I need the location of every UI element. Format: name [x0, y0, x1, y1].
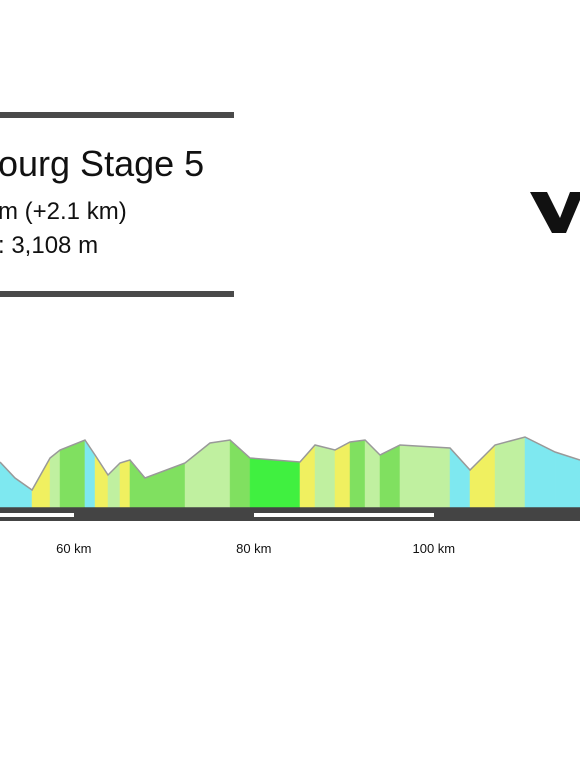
- stage-title: ourg Stage 5: [0, 143, 204, 184]
- profile-segment: [129, 459, 146, 508]
- axis-stripe: [254, 513, 434, 517]
- profile-segment: [349, 439, 366, 508]
- profile-segment: [494, 436, 526, 508]
- profile-segment: [0, 461, 16, 508]
- profile-segment: [364, 439, 381, 508]
- header-rule: [0, 112, 234, 118]
- x-tick-label: 100 km: [413, 541, 456, 556]
- profile-segment: [399, 444, 451, 508]
- profile-segment: [314, 444, 336, 508]
- profile-segment: [59, 439, 86, 508]
- profile-segment: [144, 462, 186, 508]
- profile-segment: [229, 439, 251, 508]
- profile-segment: [31, 457, 51, 508]
- profile-segment: [49, 449, 61, 508]
- x-tick-label: 60 km: [56, 541, 91, 556]
- distance: m (+2.1 km): [0, 198, 127, 225]
- profile-segment: [84, 439, 96, 508]
- profile-segment: [524, 436, 556, 508]
- profile-segment: [554, 451, 580, 508]
- x-tick-label: 80 km: [236, 541, 271, 556]
- profile-segment: [449, 447, 471, 508]
- axis-stripe: [0, 513, 74, 517]
- elevation: : 3,108 m: [0, 232, 98, 259]
- profile-segment: [119, 459, 131, 508]
- profile-segment: [469, 444, 496, 508]
- profile-line: [0, 436, 580, 492]
- profile-segment: [94, 454, 109, 508]
- profile-segment: [249, 457, 301, 508]
- header-rule: [0, 291, 234, 297]
- profile-segment: [14, 477, 33, 508]
- profile-segment: [209, 439, 231, 508]
- logo: [530, 192, 580, 233]
- profile-segment: [334, 441, 351, 508]
